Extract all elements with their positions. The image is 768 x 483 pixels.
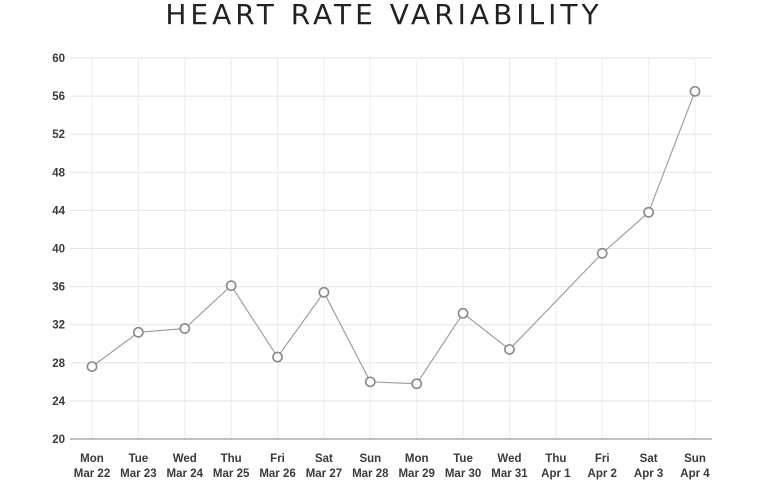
chart-title: HEART RATE VARIABILITY: [165, 0, 603, 31]
x-tick-day: Thu: [545, 453, 566, 465]
data-point: [457, 307, 469, 319]
x-tick-day: Tue: [129, 453, 149, 465]
x-tick-date: Mar 24: [167, 468, 204, 480]
y-tick-label: 56: [52, 91, 65, 103]
series-layer: [91, 91, 696, 385]
x-tick-date: Apr 4: [680, 468, 710, 480]
y-tick-label: 20: [52, 434, 65, 446]
y-tick-label: 60: [52, 53, 65, 65]
x-tick-date: Mar 23: [120, 468, 156, 480]
series-line-hrv: [91, 91, 696, 385]
x-tick-date: Mar 26: [259, 468, 295, 480]
data-point: [86, 361, 98, 373]
x-tick-day: Sun: [359, 453, 381, 465]
data-point: [596, 247, 608, 259]
y-tick-label: 48: [52, 167, 65, 179]
x-tick-date: Mar 31: [491, 468, 528, 480]
data-point: [364, 376, 376, 388]
y-axis-ticks: 20 24 28 32 36 40 44 48 52 56 60: [52, 53, 65, 446]
x-tick-day: Thu: [221, 453, 242, 465]
x-tick-date: Mar 28: [352, 468, 389, 480]
point-layer: [86, 85, 701, 390]
x-tick-date: Mar 30: [445, 468, 481, 480]
x-tick-day: Sun: [684, 453, 706, 465]
data-point: [643, 206, 655, 218]
x-tick-day: Wed: [173, 453, 197, 465]
data-point: [318, 286, 330, 298]
data-point: [132, 326, 144, 338]
x-tick-day: Sat: [640, 453, 658, 465]
grid-layer: [70, 57, 712, 439]
y-tick-label: 40: [52, 244, 65, 256]
x-tick-day: Mon: [405, 453, 429, 465]
x-tick-date: Apr 1: [541, 468, 571, 480]
y-tick-label: 44: [52, 205, 65, 217]
data-point: [272, 351, 283, 363]
data-point: [689, 85, 701, 97]
x-tick-day: Tue: [453, 453, 473, 465]
y-tick-label: 28: [52, 358, 65, 370]
x-tick-date: Mar 29: [398, 468, 434, 480]
data-point: [504, 344, 515, 355]
y-tick-label: 24: [52, 396, 65, 408]
x-tick-day: Wed: [497, 453, 521, 465]
y-tick-label: 32: [52, 320, 65, 332]
x-tick-day: Mon: [80, 453, 104, 465]
x-tick-date: Mar 27: [306, 468, 342, 480]
x-tick-date: Mar 22: [74, 468, 110, 480]
y-tick-label: 52: [52, 129, 65, 141]
x-tick-day: Fri: [595, 453, 610, 465]
x-tick-date: Apr 3: [634, 468, 663, 480]
data-point: [179, 323, 191, 334]
x-tick-day: Sat: [315, 453, 333, 465]
data-point: [411, 378, 423, 390]
x-tick-date: Apr 2: [588, 468, 617, 480]
x-axis-ticks: Mon Mar 22 Tue Mar 23 Wed Mar 24 Thu Mar 25 Fri M…: [74, 453, 711, 480]
x-tick-day: Fri: [270, 453, 285, 465]
data-point: [225, 280, 237, 292]
y-tick-label: 36: [52, 282, 65, 294]
x-tick-date: Mar 25: [213, 468, 250, 480]
